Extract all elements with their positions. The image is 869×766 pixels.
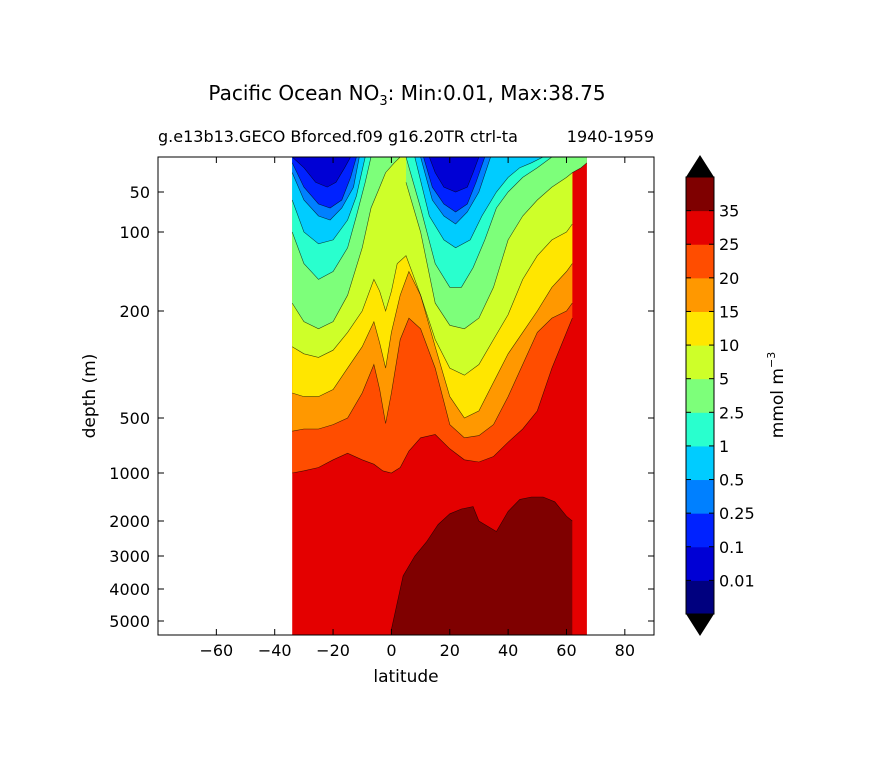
x-tick-label: −40 [258,641,292,660]
contour-line-2.5 [405,157,553,288]
colorbar: 0.01 0.1 0.25 0.5 1 2.5 5 10 15 20 25 35 [685,155,755,636]
y-tick-label: 3000 [109,547,150,566]
colorbar-swatch [686,345,714,380]
colorbar-tick-label: 5 [719,370,729,389]
colorbar-tick-label: 35 [719,202,739,221]
y-tick-label: 200 [119,302,150,321]
chart-title-suffix: : Min:0.01, Max:38.75 [388,81,606,105]
colorbar-frame [685,176,715,615]
y-tick-label: 100 [119,223,150,242]
colorbar-tick-label: 0.01 [719,571,755,590]
contour-line-35 [391,496,573,630]
x-axis: −60 −40 −20 0 20 40 60 80 [199,157,635,660]
y-tick-label: 4000 [109,580,150,599]
contour-line-2.5 [291,157,372,280]
colorbar-label-exponent: −3 [765,352,778,368]
contour-line-0.5 [291,157,360,221]
colorbar-swatch [686,445,714,481]
x-tick-label: 80 [615,641,635,660]
contour-line-0.1 [291,157,351,188]
chart-subtitle-right: 1940-1959 [567,127,654,146]
x-tick-label: 0 [386,641,396,660]
x-tick-label: 60 [556,641,576,660]
contour-line-15 [292,263,573,419]
colorbar-tick-label: 0.1 [719,538,744,557]
y-tick-label: 1000 [109,464,150,483]
contour-lines [291,157,588,630]
colorbar-swatch [686,177,714,212]
y-tick-label: 2000 [109,512,150,531]
colorbar-tick-label: 10 [719,336,739,355]
colorbar-label-text: mmol m [768,368,788,438]
y-axis: 50 100 200 500 1000 2000 3000 4000 5000 [109,183,654,631]
contour-fill-0.1 [292,157,351,188]
y-axis-label: depth (m) [80,354,100,439]
contour-line-1 [414,157,544,249]
colorbar-tick-label: 20 [719,269,739,288]
chart-title-subscript: 3 [379,94,387,109]
contour-line-0.25 [423,157,486,213]
plot-frame [157,156,655,636]
colorbar-swatch [686,546,714,581]
contour-line-0.5 [420,157,491,225]
x-tick-label: −20 [316,641,350,660]
contour-fill-35 [391,497,573,635]
contour-line-10 [292,223,573,376]
colorbar-swatch [686,244,714,279]
colorbar-extend-min [686,614,714,636]
contour-line-25 [292,317,573,474]
contour-line-0.25 [291,157,357,209]
contour-line-0.1 [429,157,480,193]
y-tick-label: 5000 [109,612,150,631]
colorbar-extend-max [686,155,714,177]
colorbar-swatch [686,580,714,615]
colorbar-tick-label: 0.25 [719,504,755,523]
x-tick-label: 40 [498,641,518,660]
contour-line-5 [291,157,401,330]
x-axis-label: latitude [373,667,438,687]
colorbar-label: mmol m−3 [765,352,788,438]
contour-line-20 [292,302,573,439]
colorbar-swatch [686,311,714,346]
colorbar-swatch [686,210,714,245]
colorbar-tick-label: 25 [719,235,739,254]
colorbar-tick-label: 1 [719,437,729,456]
colorbar-tick-label: 0.5 [719,471,744,490]
colorbar-swatch [686,277,714,312]
colorbar-swatch [686,378,714,413]
x-tick-label: −60 [199,641,233,660]
colorbar-swatch [686,479,714,514]
y-tick-label: 50 [130,183,150,202]
y-tick-label: 500 [119,409,150,428]
chart-title-prefix: Pacific Ocean NO [208,81,379,105]
contour-line-5 [405,162,588,330]
contour-line-1 [291,157,366,245]
chart-subtitle-left: g.e13b13.GECO Bforced.f09 g16.20TR ctrl-… [158,127,518,146]
colorbar-tick-label: 2.5 [719,403,744,422]
colorbar-swatch [686,513,714,548]
chart-title: Pacific Ocean NO3: Min:0.01, Max:38.75 [208,81,605,109]
colorbar-swatch [686,412,714,447]
colorbar-tick-label: 15 [719,302,739,321]
x-tick-label: 20 [440,641,460,660]
